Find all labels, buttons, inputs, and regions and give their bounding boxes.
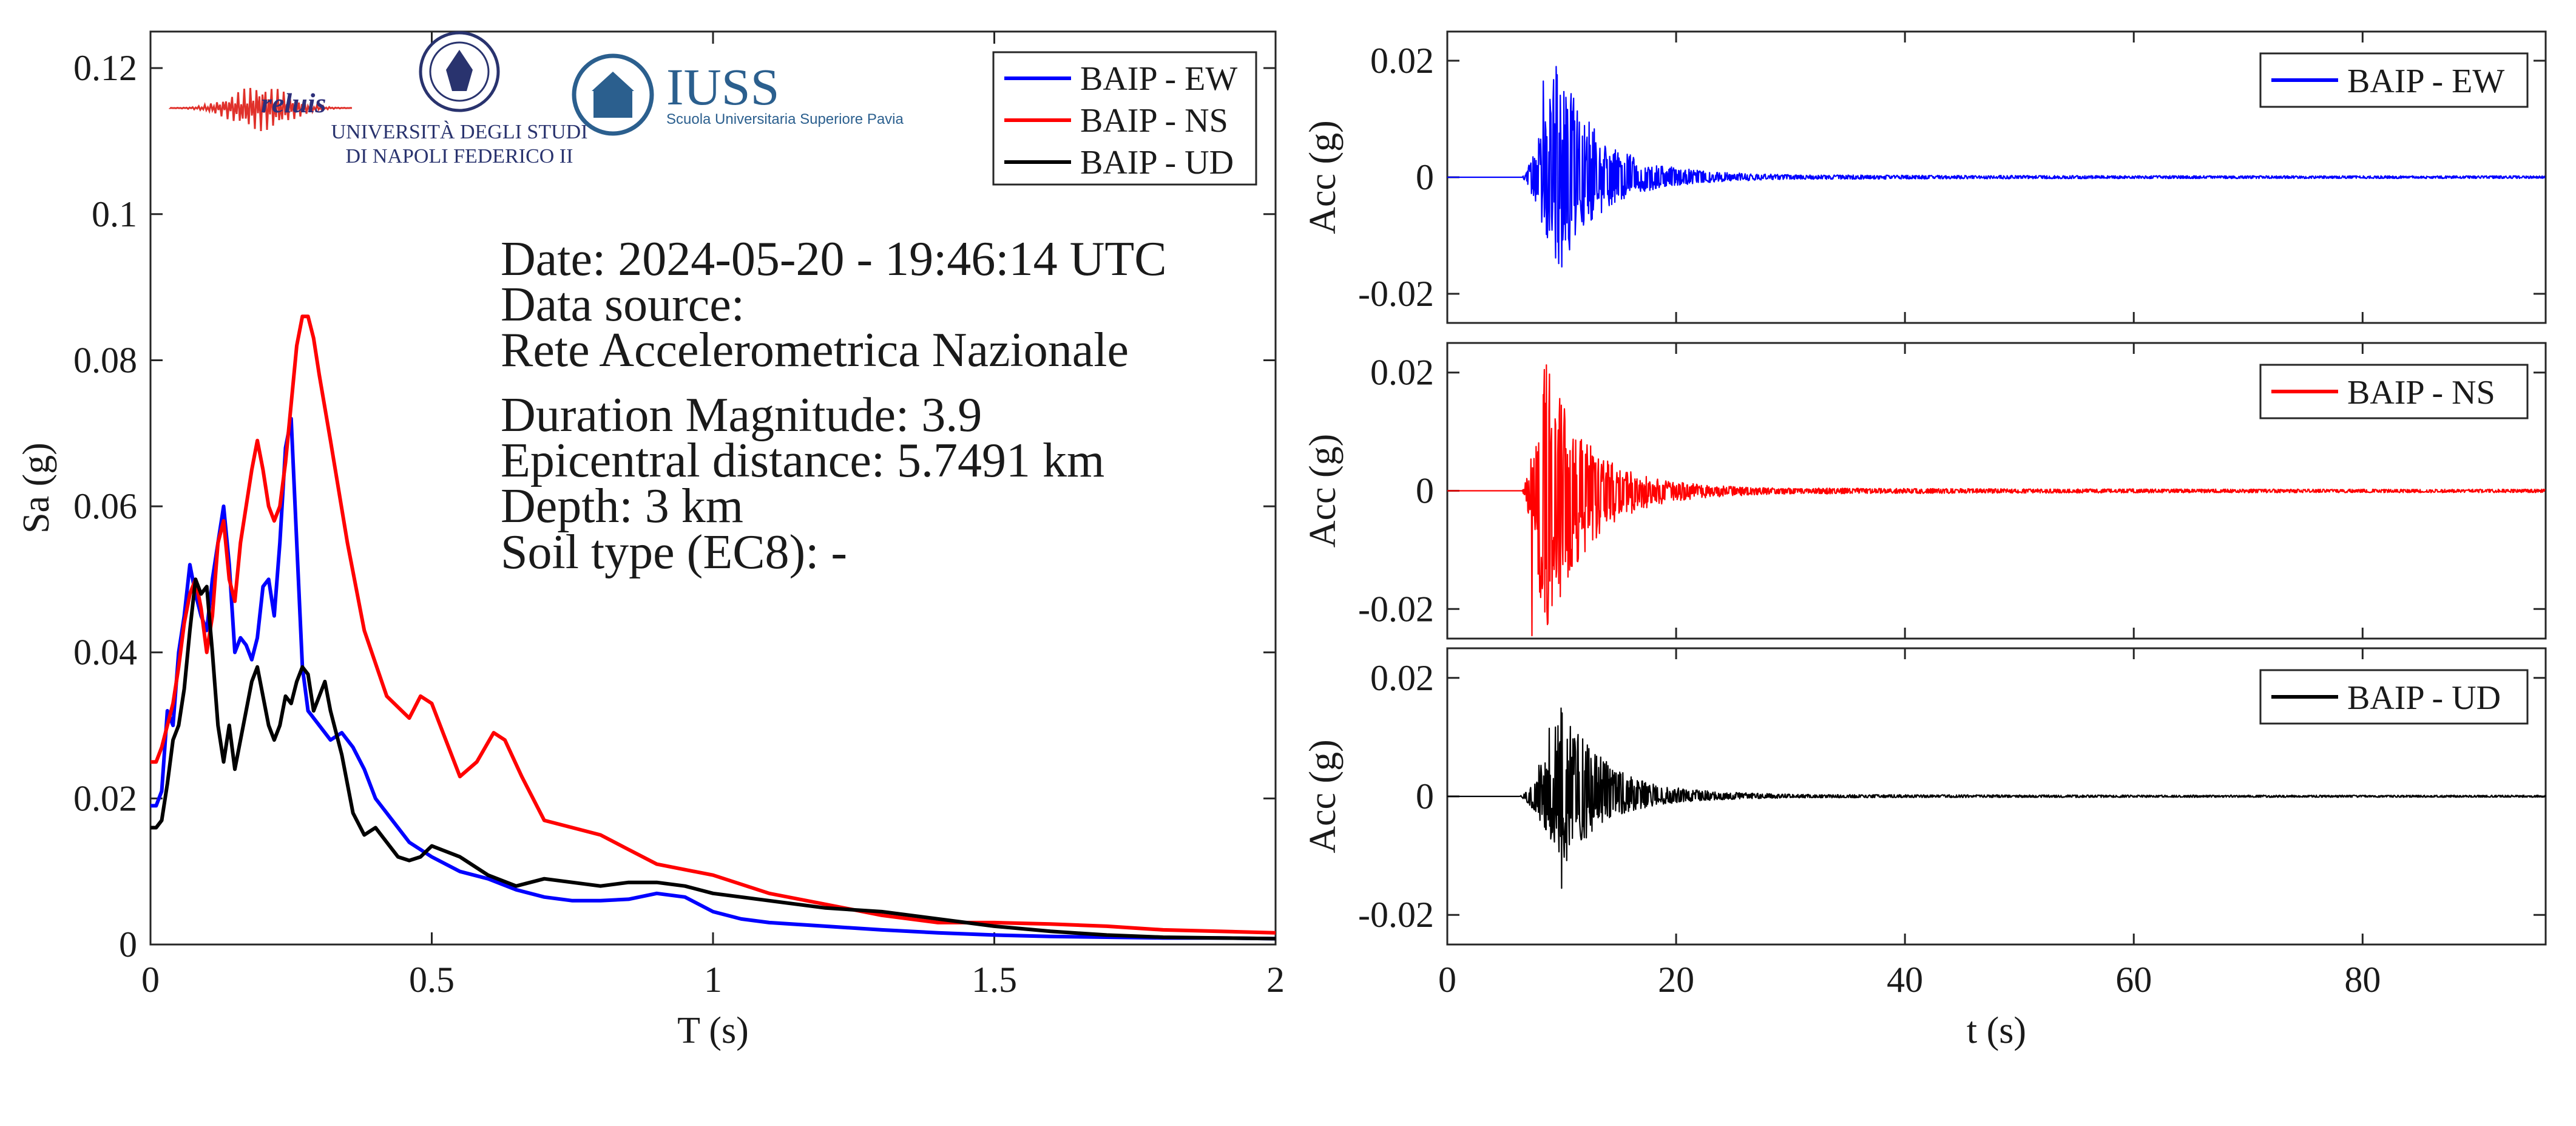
unina-seal-icon	[419, 31, 500, 112]
acc-y-tick-label: -0.02	[1358, 274, 1434, 314]
spectrum-x-ticks: 0 0.5 1 1.5 2	[141, 32, 1285, 1000]
spectrum-y-tick-label: 0.02	[73, 778, 137, 818]
legend-label-ew: BAIP - EW	[1080, 60, 1237, 98]
acc-y-axis-label: Acc (g)	[1302, 434, 1344, 548]
spectrum-x-tick-label: 1.5	[972, 960, 1017, 1000]
reluis-wave-icon	[169, 87, 353, 131]
acc-legend-label: BAIP - UD	[2347, 679, 2501, 717]
acc-y-tick-label: 0	[1416, 157, 1434, 197]
spectrum-y-tick-label: 0.12	[73, 48, 137, 88]
accelerogram-x-axis-label: t (s)	[1967, 1010, 2026, 1051]
info-depth: Depth: 3 km	[501, 480, 743, 533]
spectrum-x-tick-label: 2	[1266, 960, 1285, 1000]
acc-legend-label: BAIP - NS	[2347, 374, 2495, 412]
reluis-logo: reluis	[169, 87, 353, 131]
acc-waveform-ud	[1447, 707, 2546, 889]
spectrum-legend: BAIP - EW BAIP - NS BAIP - UD	[992, 51, 1257, 186]
iuss-logo-text: IUSS	[666, 58, 779, 116]
spectrum-x-tick-label: 0.5	[409, 960, 455, 1000]
info-magnitude: Duration Magnitude: 3.9	[501, 388, 982, 442]
spectrum-x-axis-label: T (s)	[677, 1010, 749, 1051]
spectrum-x-tick-label: 1	[704, 960, 722, 1000]
accelerogram-ns: -0.02 0 0.02 Acc (g) BAIP - NS	[1302, 342, 2547, 640]
unina-logo-line1: UNIVERSITÀ DEGLI STUDI	[331, 121, 587, 143]
spectrum-y-ticks: 0 0.02 0.04 0.06 0.08 0.1 0.12	[73, 48, 1276, 965]
info-soil: Soil type (EC8): -	[501, 526, 847, 579]
acc-y-axis-label: Acc (g)	[1302, 739, 1344, 853]
spectrum-y-axis-label: Sa (g)	[16, 443, 57, 534]
acc-legend-ud: BAIP - UD	[2259, 669, 2529, 725]
acc-x-tick-label: 20	[1658, 960, 1694, 1000]
unina-logo-line2: DI NAPOLI FEDERICO II	[346, 145, 573, 168]
acc-x-tick-label: 60	[2115, 960, 2152, 1000]
acc-y-tick-label: -0.02	[1358, 589, 1434, 629]
spectrum-y-tick-label: 0.04	[73, 633, 137, 673]
acc-y-tick-label: -0.02	[1358, 895, 1434, 935]
spectrum-series-lines	[150, 314, 1276, 941]
spectrum-y-tick-label: 0	[119, 924, 137, 965]
acc-x-tick-label: 40	[1887, 960, 1923, 1000]
unina-logo: UNIVERSITÀ DEGLI STUDI DI NAPOLI FEDERIC…	[331, 31, 588, 168]
acc-x-tick-label: 0	[1438, 960, 1456, 1000]
acc-y-axis-label: Acc (g)	[1302, 120, 1344, 234]
acc-legend-ew: BAIP - EW	[2259, 52, 2529, 108]
accelerogram-ew: -0.02 0 0.02 Acc (g) BAIP - EW	[1302, 30, 2547, 324]
iuss-logo: IUSS Scuola Universitaria Superiore Pavi…	[572, 53, 904, 136]
acc-y-tick-label: 0	[1416, 471, 1434, 511]
info-distance: Epicentral distance: 5.7491 km	[501, 434, 1104, 487]
acc-y-tick-label: 0	[1416, 776, 1434, 816]
event-info: Date: 2024-05-20 - 19:46:14 UTC Data sou…	[501, 232, 1167, 579]
spectrum-y-tick-label: 0.08	[73, 340, 137, 380]
acc-y-tick-label: 0.02	[1370, 658, 1434, 698]
legend-label-ns: BAIP - NS	[1080, 102, 1228, 140]
acc-legend-label: BAIP - EW	[2347, 63, 2504, 100]
spectrum-y-tick-label: 0.1	[92, 194, 137, 234]
acc-y-tick-label: 0.02	[1370, 41, 1434, 81]
info-source-label: Data source:	[501, 278, 745, 331]
acc-y-tick-label: 0.02	[1370, 353, 1434, 393]
acc-legend-ns: BAIP - NS	[2259, 364, 2529, 419]
acc-waveform-ew	[1447, 66, 2546, 268]
spectrum-line-ns	[150, 314, 1276, 935]
spectrum-line-ud	[150, 577, 1276, 941]
info-source-name: Rete Accelerometrica Nazionale	[501, 324, 1129, 377]
legend-label-ud: BAIP - UD	[1080, 144, 1234, 181]
spectrum-y-tick-label: 0.06	[73, 486, 137, 526]
spectrum-x-tick-label: 0	[141, 960, 160, 1000]
acc-x-tick-label: 80	[2344, 960, 2381, 1000]
spectrum-chart: 0 0.02 0.04 0.06 0.08 0.1 0.12 0 0.5 1 1.5 2 Sa (g…	[16, 30, 1285, 1051]
acc-waveform-ns	[1447, 364, 2546, 637]
reluis-logo-text: reluis	[261, 87, 326, 118]
info-date: Date: 2024-05-20 - 19:46:14 UTC	[501, 232, 1167, 286]
iuss-logo-subtitle: Scuola Universitaria Superiore Pavia	[666, 111, 904, 127]
iuss-emblem-icon	[572, 53, 654, 136]
